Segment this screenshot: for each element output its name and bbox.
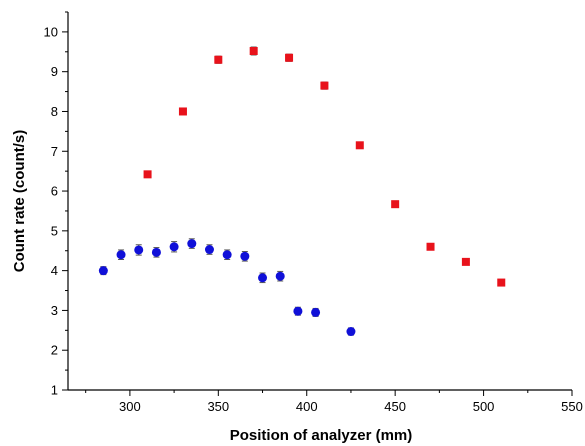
x-tick-label: 450 [384,399,406,414]
data-point-circle [151,247,161,257]
y-tick-label: 7 [51,144,58,159]
data-point-circle [134,245,144,255]
data-point-square [320,81,329,90]
y-tick-label: 8 [51,104,58,119]
y-tick-label: 3 [51,303,58,318]
y-axis-title: Count rate (count/s) [11,130,28,273]
data-point-circle [169,242,179,252]
data-point-circle [346,327,356,337]
red-square-series [143,46,506,287]
y-tick-label: 9 [51,64,58,79]
y-ticks: 1 2 3 4 5 6 7 8 9 10 [44,11,68,398]
x-tick-label: 500 [473,399,495,414]
data-point-square [497,278,506,287]
x-tick-label: 300 [119,399,141,414]
y-tick-label: 5 [51,223,58,238]
data-point-circle [293,306,303,316]
x-axis-title: Position of analyzer (mm) [230,427,413,444]
data-point-square [143,170,152,179]
data-point-circle [98,266,108,276]
data-point-square [391,200,400,209]
data-point-square [178,107,187,116]
data-point-circle [222,250,232,260]
data-point-square [355,141,364,150]
data-point-circle [116,250,126,260]
y-tick-label: 10 [44,24,58,39]
data-point-circle [240,251,250,261]
x-tick-label: 400 [296,399,318,414]
blue-circle-series [98,238,356,337]
data-point-circle [187,239,197,249]
data-point-square [214,55,223,64]
data-point-circle [275,271,285,281]
data-point-square [426,242,435,251]
y-tick-label: 6 [51,184,58,199]
y-tick-label: 2 [51,343,58,358]
data-point-square [249,46,258,55]
data-point-square [285,53,294,62]
x-ticks: 300 350 400 450 500 550 [85,390,583,414]
x-tick-label: 550 [561,399,583,414]
y-tick-label: 1 [51,383,58,398]
data-point-circle [258,273,268,283]
data-point-circle [204,245,214,255]
data-point-square [461,257,470,266]
y-tick-label: 4 [51,263,58,278]
data-series [98,46,506,337]
x-tick-label: 350 [207,399,229,414]
data-point-circle [311,307,321,317]
